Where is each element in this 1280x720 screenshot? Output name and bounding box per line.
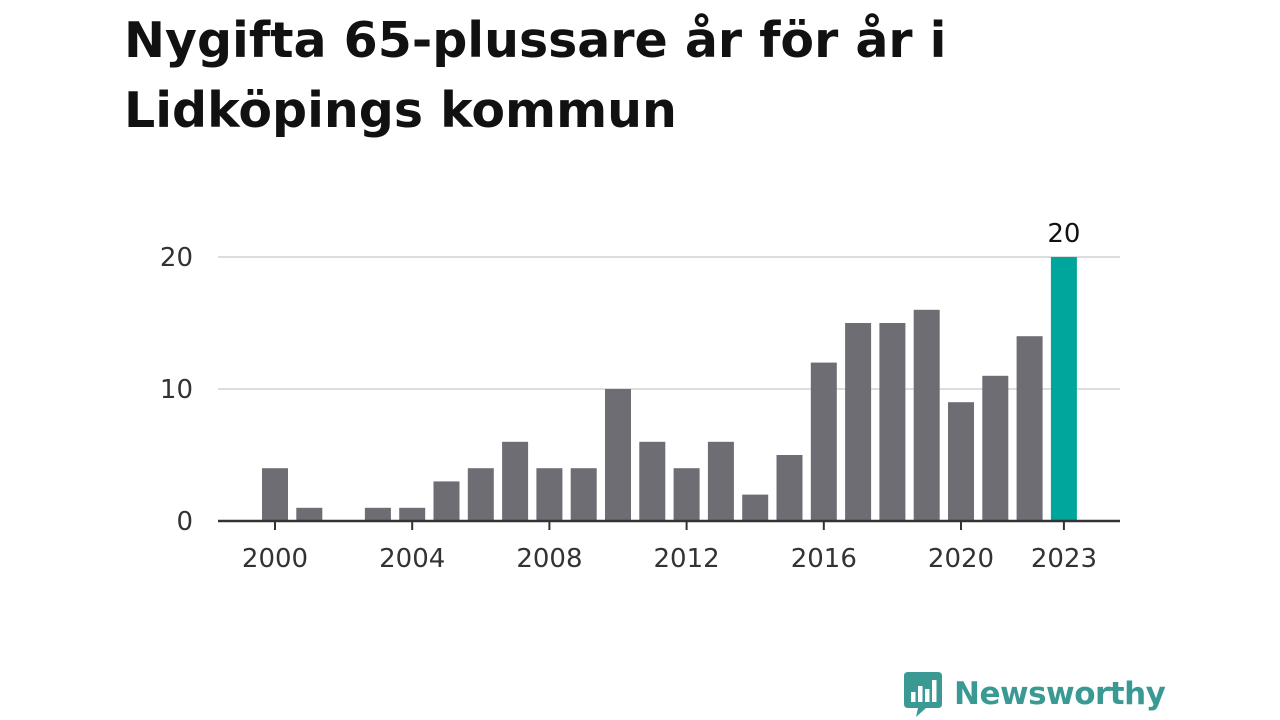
bar xyxy=(982,375,1009,521)
bar-highlight xyxy=(1050,257,1077,521)
bar xyxy=(262,468,288,521)
x-tick-label: 2000 xyxy=(242,544,308,574)
gridlines xyxy=(218,256,1120,390)
x-tick-label: 2004 xyxy=(379,544,445,574)
chart-title: Nygifta 65-plussare år för år i Lidköpin… xyxy=(124,12,947,139)
x-axis xyxy=(218,519,1120,530)
bar xyxy=(433,481,460,521)
bar xyxy=(845,323,872,521)
bar-chart: 0 10 20 2000 2004 2008 2012 2016 2020 2023 20 xyxy=(160,219,1120,574)
y-tick-label: 20 xyxy=(160,243,193,273)
x-tick-label: 2023 xyxy=(1031,544,1097,574)
bar xyxy=(776,455,803,521)
x-tick-label: 2016 xyxy=(791,544,857,574)
brand-name: Newsworthy xyxy=(954,676,1166,712)
bar xyxy=(742,494,769,521)
bar xyxy=(1016,336,1043,521)
bar xyxy=(467,468,494,521)
bar xyxy=(502,441,529,521)
y-tick-label: 0 xyxy=(176,507,193,537)
x-tick-label: 2008 xyxy=(516,544,582,574)
newsworthy-chart-bubble-icon xyxy=(904,672,942,717)
bar xyxy=(536,468,563,521)
labels: 0 10 20 2000 2004 2008 2012 2016 2020 2023 20 xyxy=(160,219,1097,574)
bar xyxy=(673,468,700,521)
newsworthy-logo: Newsworthy xyxy=(902,670,1166,718)
bar xyxy=(948,402,974,521)
bar xyxy=(639,441,666,521)
bar xyxy=(707,441,734,521)
bar xyxy=(605,389,631,521)
bar xyxy=(570,468,597,521)
bar xyxy=(879,323,906,521)
bar xyxy=(913,309,940,521)
bar xyxy=(296,507,323,521)
data-label: 20 xyxy=(1047,219,1080,249)
x-tick-label: 2020 xyxy=(928,544,994,574)
bar xyxy=(364,507,391,521)
bar xyxy=(399,507,426,521)
x-tick-label: 2012 xyxy=(654,544,720,574)
y-tick-label: 10 xyxy=(160,375,193,405)
bar xyxy=(810,362,837,521)
bars xyxy=(262,257,1077,521)
